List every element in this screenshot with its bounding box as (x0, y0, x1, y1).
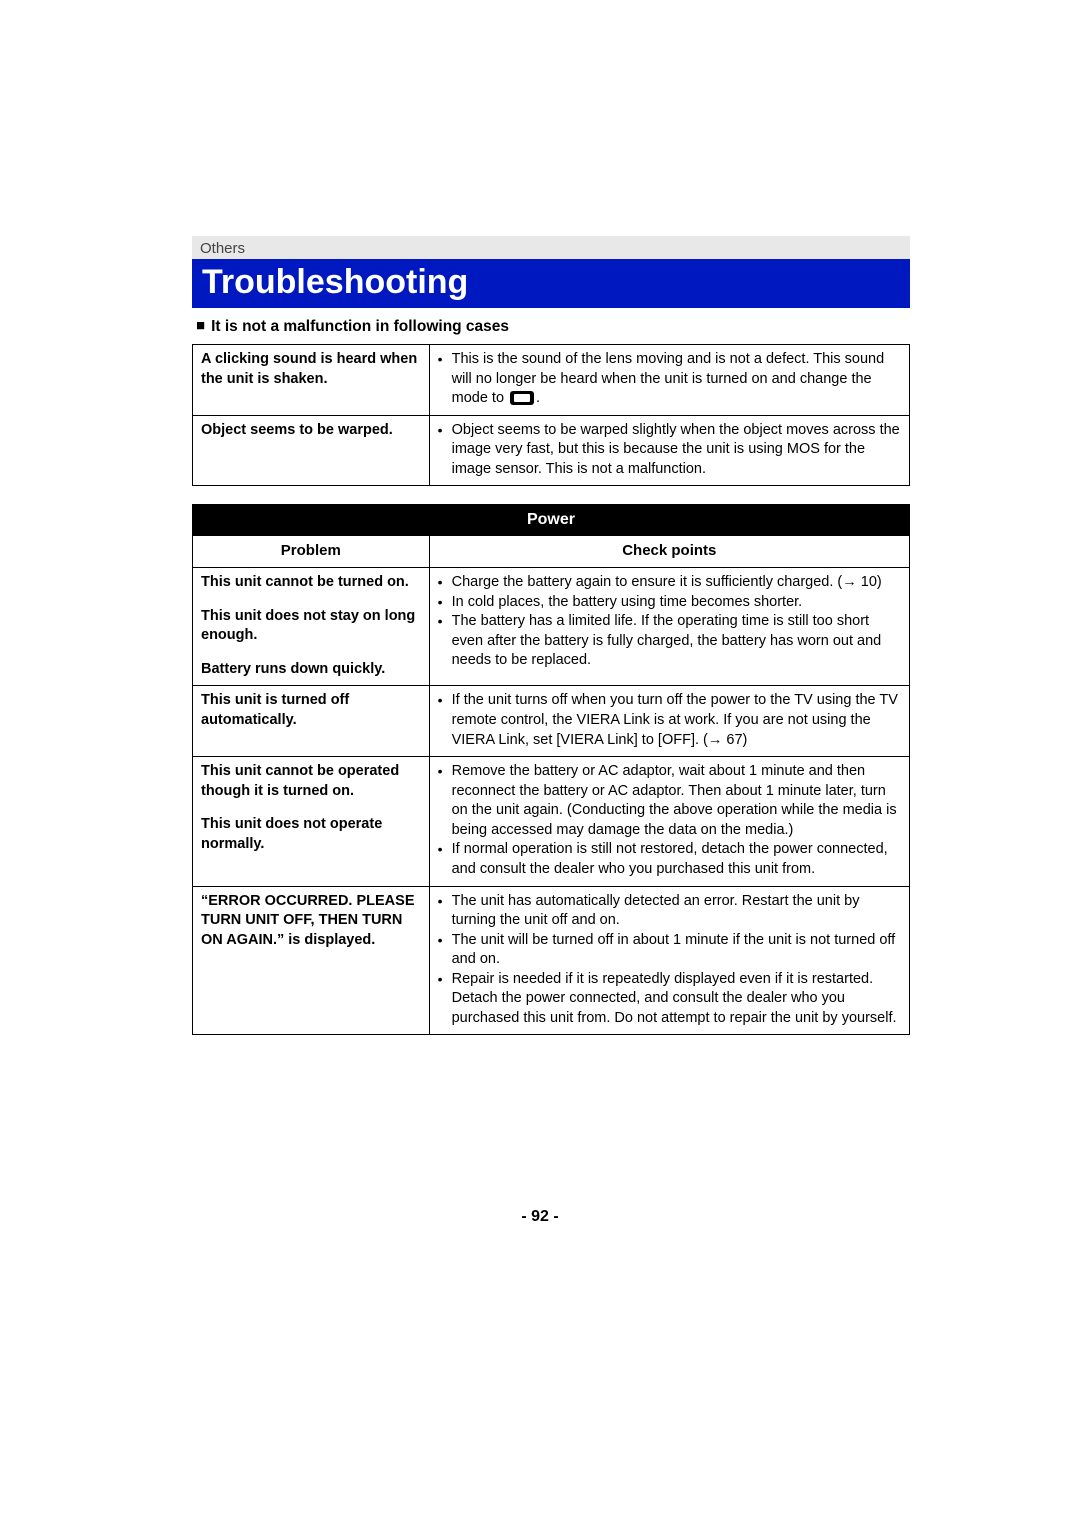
check-point: If the unit turns off when you turn off … (438, 691, 901, 750)
page-number: - 92 - (0, 1208, 1080, 1226)
check-point: Charge the battery again to ensure it is… (438, 573, 901, 593)
check-point-text-post: . (536, 390, 540, 406)
section-header-row: Power (193, 505, 910, 536)
column-header-row: Problem Check points (193, 535, 910, 567)
checkpoints-cell: Charge the battery again to ensure it is… (429, 568, 909, 686)
problem-cell: This unit cannot be turned on. This unit… (193, 568, 430, 686)
subheading-text: It is not a malfunction in following cas… (211, 318, 509, 335)
check-point: Remove the battery or AC adaptor, wait a… (438, 762, 901, 840)
manual-page: Others Troubleshooting ■ It is not a malf… (0, 0, 1080, 1526)
table-row: This unit cannot be operated though it i… (193, 757, 910, 886)
not-malfunction-table: A clicking sound is heard when the unit … (192, 344, 910, 486)
table-row: A clicking sound is heard when the unit … (193, 345, 910, 416)
check-point: Object seems to be warped slightly when … (438, 421, 901, 480)
check-point: The unit will be turned off in about 1 m… (438, 931, 901, 970)
section-tag: Others (192, 236, 910, 259)
square-bullet-icon: ■ (196, 317, 205, 334)
table-row: “ERROR OCCURRED. PLEASE TURN UNIT OFF, T… (193, 886, 910, 1035)
problem-text: This unit does not operate normally. (201, 815, 421, 854)
problem-cell: This unit cannot be operated though it i… (193, 757, 430, 886)
column-header-checkpoints: Check points (429, 535, 909, 567)
checkpoints-cell: This is the sound of the lens moving and… (429, 345, 909, 416)
checkpoints-cell: If the unit turns off when you turn off … (429, 686, 909, 757)
problem-text: Battery runs down quickly. (201, 660, 421, 680)
check-point: The unit has automatically detected an e… (438, 892, 901, 931)
problem-text: This unit cannot be operated though it i… (201, 762, 421, 801)
column-header-problem: Problem (193, 535, 430, 567)
problem-text: This unit cannot be turned on. (201, 573, 421, 593)
problem-text: This unit is turned off automatically. (201, 691, 421, 730)
problem-text: “ERROR OCCURRED. PLEASE TURN UNIT OFF, T… (201, 892, 421, 951)
check-point: This is the sound of the lens moving and… (438, 350, 901, 409)
power-table: Power Problem Check points This unit can… (192, 504, 910, 1035)
table-row: This unit cannot be turned on. This unit… (193, 568, 910, 686)
page-title: Troubleshooting (192, 259, 910, 308)
checkpoints-cell: Object seems to be warped slightly when … (429, 415, 909, 486)
check-point: Repair is needed if it is repeatedly dis… (438, 970, 901, 1029)
checkpoints-cell: The unit has automatically detected an e… (429, 886, 909, 1035)
subheading: ■ It is not a malfunction in following ca… (196, 318, 910, 336)
problem-cell: This unit is turned off automatically. (193, 686, 430, 757)
section-header: Power (193, 505, 910, 536)
table-row: Object seems to be warped. Object seems … (193, 415, 910, 486)
checkpoints-cell: Remove the battery or AC adaptor, wait a… (429, 757, 909, 886)
check-point: In cold places, the battery using time b… (438, 593, 901, 613)
problem-cell: Object seems to be warped. (193, 415, 430, 486)
problem-cell: “ERROR OCCURRED. PLEASE TURN UNIT OFF, T… (193, 886, 430, 1035)
problem-cell: A clicking sound is heard when the unit … (193, 345, 430, 416)
table-row: This unit is turned off automatically. I… (193, 686, 910, 757)
problem-text: This unit does not stay on long enough. (201, 607, 421, 646)
check-point: If normal operation is still not restore… (438, 840, 901, 879)
recording-mode-icon (510, 391, 534, 405)
check-point: The battery has a limited life. If the o… (438, 612, 901, 671)
